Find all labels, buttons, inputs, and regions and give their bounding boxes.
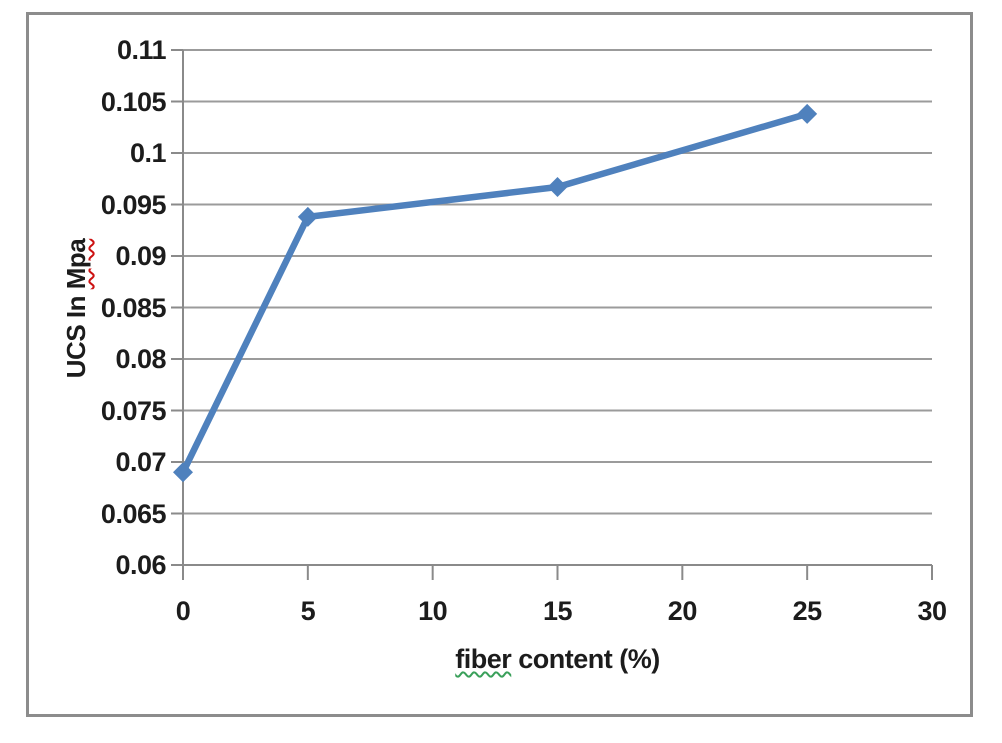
y-axis-tick-label: 0.095 xyxy=(100,189,167,220)
x-axis-tick-label: 15 xyxy=(542,596,573,626)
data-point-marker xyxy=(547,176,568,197)
data-series-line xyxy=(179,110,811,476)
x-axis-tick-label: 25 xyxy=(792,596,823,626)
y-axis-tick-label: 0.06 xyxy=(115,550,166,580)
axis-title-word-misspelled: Mpa xyxy=(61,238,92,289)
y-axis-title: UCS In Mpa xyxy=(62,238,93,377)
data-point-marker xyxy=(297,206,318,227)
x-axis-tick-label: 20 xyxy=(667,596,698,626)
y-axis-tick-label: 0.08 xyxy=(115,344,166,374)
axis-title-word: content (%) xyxy=(511,644,660,674)
x-axis-tick-label: 0 xyxy=(175,596,191,626)
data-point-marker xyxy=(797,103,818,124)
x-axis-tick-label: 5 xyxy=(300,596,316,626)
y-axis-tick-label: 0.11 xyxy=(116,35,167,65)
y-axis-tick-label: 0.09 xyxy=(115,241,166,271)
y-axis-tick-label: 0.07 xyxy=(115,447,166,477)
y-axis-tick-label: 0.065 xyxy=(100,498,167,529)
y-axis-tick-label: 0.1 xyxy=(129,138,167,168)
y-axis-tick-label: 0.105 xyxy=(100,86,167,117)
data-point-marker xyxy=(173,462,193,483)
y-axis-tick-label: 0.075 xyxy=(100,395,167,426)
x-axis-tick-label: 30 xyxy=(917,596,947,626)
x-axis-title: fiber content (%) xyxy=(183,643,932,675)
axis-title-word-misspelled: fiber xyxy=(455,644,512,674)
y-axis-title-box: UCS In Mpa xyxy=(62,0,93,616)
x-axis-tick-label: 10 xyxy=(418,596,448,626)
y-axis-tick-label: 0.085 xyxy=(100,292,167,323)
axis-title-word: UCS In xyxy=(61,288,92,378)
